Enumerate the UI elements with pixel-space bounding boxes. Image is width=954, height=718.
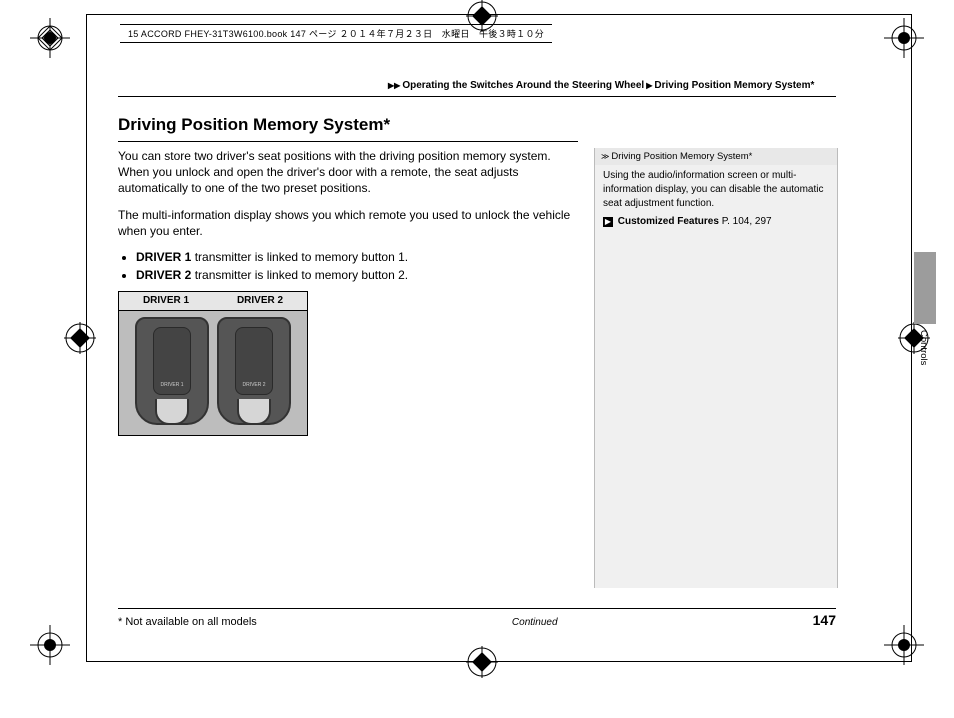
breadcrumb-level2: Driving Position Memory System* xyxy=(654,80,814,91)
sidebar-note: ≫ Driving Position Memory System* Using … xyxy=(594,148,838,588)
sidebar-body: Using the audio/information screen or mu… xyxy=(603,169,829,211)
sidebar-link: ▶ Customized Features P. 104, 297 xyxy=(603,215,829,229)
section-tab-label: Controls xyxy=(918,330,929,365)
list-item: DRIVER 2 transmitter is linked to memory… xyxy=(136,267,578,283)
key-label-1: DRIVER 1 xyxy=(119,292,213,310)
diamond-mark-icon xyxy=(64,322,96,354)
key-fob-icon: DRIVER 2 xyxy=(217,317,291,425)
diamond-mark-icon xyxy=(466,646,498,678)
driver1-label: DRIVER 1 xyxy=(136,250,191,264)
sidebar-title: ≫ Driving Position Memory System* xyxy=(595,148,837,165)
registration-mark-icon xyxy=(30,625,70,665)
continued-label: Continued xyxy=(257,617,813,628)
page-number: 147 xyxy=(813,612,836,628)
list-text: transmitter is linked to memory button 2… xyxy=(191,268,408,282)
chevron-icon: ≫ xyxy=(601,151,609,162)
sidebar-link-pages: P. 104, 297 xyxy=(719,216,772,227)
breadcrumb-sep-icon: ▶▶ xyxy=(388,81,400,90)
section-tab: Controls xyxy=(914,252,936,324)
body-paragraph: The multi-information display shows you … xyxy=(118,207,578,239)
divider xyxy=(118,608,836,609)
fob-text: DRIVER 1 xyxy=(160,383,183,388)
registration-mark-icon xyxy=(30,18,70,58)
driver2-label: DRIVER 2 xyxy=(136,268,191,282)
sidebar-link-label: Customized Features xyxy=(618,216,719,227)
breadcrumb: ▶▶ Operating the Switches Around the Ste… xyxy=(388,80,814,91)
main-content: Driving Position Memory System* You can … xyxy=(118,114,578,436)
divider xyxy=(118,96,836,97)
fob-text: DRIVER 2 xyxy=(242,383,265,388)
breadcrumb-sep-icon: ▶ xyxy=(646,81,652,90)
link-icon: ▶ xyxy=(603,217,613,227)
list-item: DRIVER 1 transmitter is linked to memory… xyxy=(136,249,578,265)
registration-mark-icon xyxy=(884,625,924,665)
registration-mark-icon xyxy=(884,18,924,58)
breadcrumb-level1: Operating the Switches Around the Steeri… xyxy=(402,80,644,91)
footnote: * Not available on all models xyxy=(118,616,257,628)
key-fob-icon: DRIVER 1 xyxy=(135,317,209,425)
body-paragraph: You can store two driver's seat position… xyxy=(118,148,578,197)
page-footer: * Not available on all models Continued … xyxy=(118,612,836,628)
bullet-list: DRIVER 1 transmitter is linked to memory… xyxy=(118,249,578,283)
page-title: Driving Position Memory System* xyxy=(118,114,578,142)
list-text: transmitter is linked to memory button 1… xyxy=(191,250,408,264)
sidebar-title-text: Driving Position Memory System* xyxy=(611,150,752,163)
key-fob-illustration: DRIVER 1 DRIVER 2 DRIVER 1 DRIVER 2 xyxy=(118,291,308,436)
key-label-2: DRIVER 2 xyxy=(213,292,307,310)
file-metadata: 15 ACCORD FHEY-31T3W6100.book 147 ページ ２０… xyxy=(120,24,552,43)
